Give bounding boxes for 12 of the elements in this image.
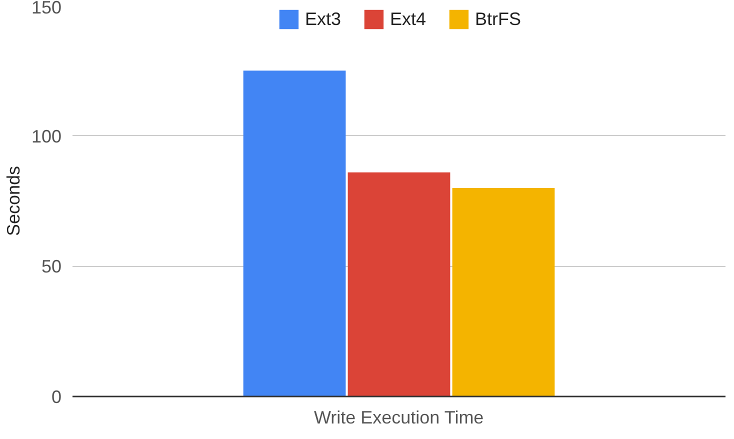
- y-tick-label: 0: [51, 387, 62, 407]
- y-tick-label: 50: [41, 256, 62, 277]
- x-tick-label: Write Execution Time: [314, 408, 484, 428]
- bar: [452, 188, 555, 396]
- y-tick-label: 100: [31, 126, 62, 146]
- legend-label: Ext3: [304, 8, 341, 30]
- y-tick-label: 150: [31, 0, 62, 18]
- bar: [243, 70, 346, 396]
- legend-label: BtrFS: [475, 8, 522, 30]
- legend-label: Ext4: [390, 8, 426, 30]
- bar: [348, 172, 450, 396]
- y-axis-title: Seconds: [3, 166, 24, 236]
